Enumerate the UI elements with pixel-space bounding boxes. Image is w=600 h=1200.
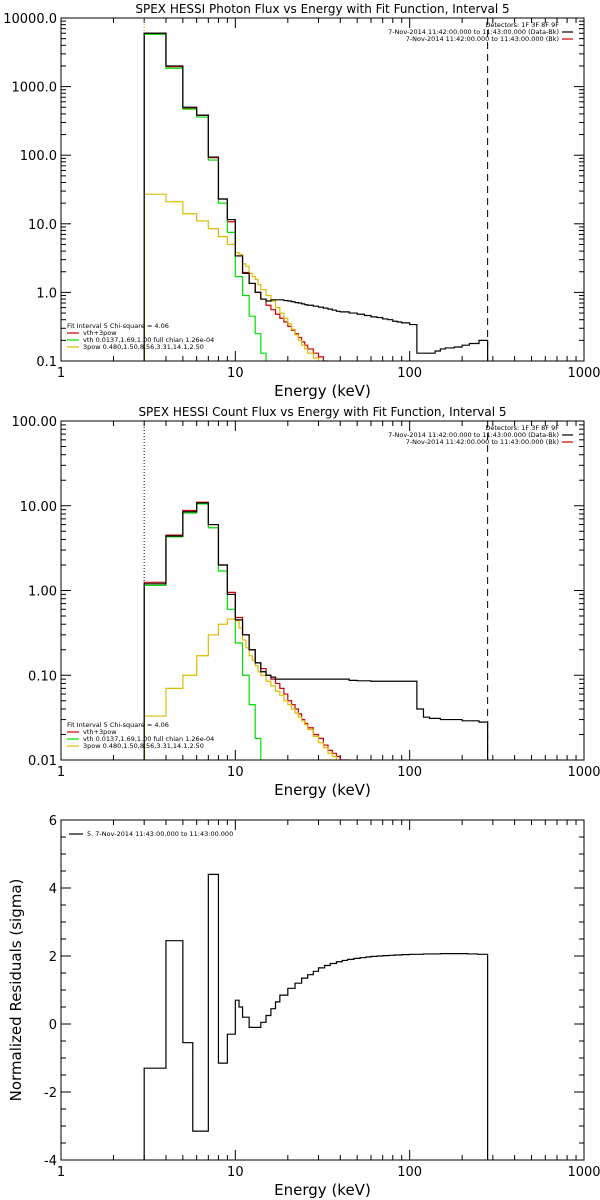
y-tick-label: 10.0: [28, 218, 57, 233]
legend-fit-entry: vth+3pow: [83, 728, 117, 736]
y-tick-label: 1.00: [28, 585, 57, 600]
legend-top-entry: 7-Nov-2014 11:42:00.000 to 11:43:00.000 …: [388, 28, 559, 36]
legend-top-entry: 7-Nov-2014 11:42:00.000 to 11:43:00.000 …: [406, 35, 559, 43]
chart-title: SPEX HESSI Count Flux vs Energy with Fit…: [138, 405, 506, 419]
x-axis-label: Energy (keV): [274, 382, 371, 400]
y-tick-label: 0: [49, 1018, 57, 1033]
legend-fit-entry: vth+3pow: [83, 329, 117, 337]
x-tick-label: 100: [397, 1165, 422, 1180]
x-tick-label: 1: [57, 366, 65, 381]
series-data-bk-line: [143, 32, 489, 361]
legend-top-entry: 7-Nov-2014 11:42:00.000 to 11:43:00.000 …: [406, 438, 559, 446]
legend-detectors-title: Detectors: 1F 3F 8F 9F: [485, 424, 559, 432]
legend-detectors-title: Detectors: 1F 3F 8F 9F: [485, 21, 559, 29]
y-tick-label: 6: [49, 814, 57, 829]
legend-fit-title: Fit Interval 5 Chi-square = 4.06: [67, 322, 169, 330]
plot-frame: [60, 17, 585, 362]
chart-panel-2: SPEX HESSI Count Flux vs Energy with Fit…: [12, 405, 600, 799]
x-axis-label: Energy (keV): [274, 1181, 371, 1199]
x-tick-label: 10: [227, 1165, 244, 1180]
chart-panel-1: SPEX HESSI Photon Flux vs Energy with Fi…: [3, 2, 600, 400]
series-data-bk-line: [143, 502, 489, 760]
series-group: [143, 873, 489, 1160]
series-vth-line: [143, 33, 267, 361]
x-tick-label: 100: [397, 366, 422, 381]
legend-fit-entry: 3pow 0.480,1.50,8.56,3.31,14.1,2.50: [83, 742, 204, 750]
x-tick-label: 10: [227, 765, 244, 780]
y-tick-label: 10000.0: [3, 12, 57, 27]
x-tick-label: 100: [397, 765, 422, 780]
y-tick-label: 1000.0: [12, 81, 58, 96]
y-tick-label: 0.01: [28, 754, 57, 769]
x-tick-label: 1: [57, 765, 65, 780]
y-tick-label: 100.00: [12, 415, 58, 430]
y-tick-label: 2: [49, 950, 57, 965]
x-tick-label: 10: [227, 366, 244, 381]
chart-panel-3: 1 10 100 1000 -4 -2 0 2 4 6 Energy (keV) Normalized…: [7, 814, 600, 1199]
legend-fit-entry: 3pow 0.480,1.50,8.56,3.31,14.1,2.50: [83, 343, 204, 351]
series-3pow-line: [143, 618, 338, 760]
y-tick-label: -2: [44, 1086, 57, 1101]
series-group: [143, 501, 489, 760]
legend-fit-entry: vth 0.0137,1.69,1.00 full chian 1.26e-04: [83, 735, 214, 743]
legend-top-entry: 7-Nov-2014 11:42:00.000 to 11:43:00.000 …: [388, 431, 559, 439]
y-tick-label: 100.0: [20, 149, 57, 164]
plot-frame: [60, 420, 585, 761]
y-tick-label: 10.00: [20, 500, 57, 515]
x-tick-label: 1: [57, 1165, 65, 1180]
x-tick-label: 1000: [567, 366, 600, 381]
plot-frame: [60, 819, 585, 1161]
x-axis-label: Energy (keV): [274, 781, 371, 799]
legend-residual-entry: 5. 7-Nov-2014 11:43:00.000 to 11:43:00.0…: [87, 830, 233, 838]
x-tick-label: 1000: [567, 1165, 600, 1180]
y-tick-label: 0.10: [28, 669, 57, 684]
series-group: [143, 32, 489, 361]
y-tick-label: 0.1: [36, 355, 57, 370]
series-vth-3pow-line: [143, 32, 329, 361]
series-vth-line: [143, 503, 262, 760]
x-tick-label: 1000: [567, 765, 600, 780]
series-5-line: [143, 873, 489, 1160]
series-3pow-line: [143, 193, 320, 361]
y-axis-label: Normalized Residuals (sigma): [7, 879, 25, 1102]
y-tick-label: 4: [49, 882, 57, 897]
y-tick-label: -4: [44, 1154, 57, 1169]
legend-fit-entry: vth 0.0137,1.69,1.00 full chian 1.26e-04: [83, 336, 214, 344]
y-tick-label: 1.0: [36, 286, 57, 301]
legend-fit-title: Fit Interval 5 Chi-square = 4.06: [67, 721, 169, 729]
chart-title: SPEX HESSI Photon Flux vs Energy with Fi…: [135, 2, 509, 16]
